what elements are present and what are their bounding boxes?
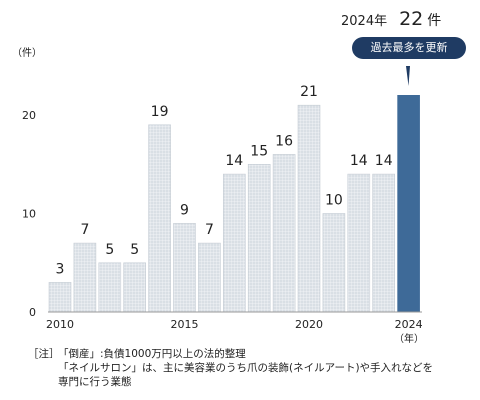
y-tick-20: 20 xyxy=(22,109,36,122)
value-label-2021: 10 xyxy=(325,193,343,209)
bar-2022 xyxy=(347,173,371,313)
note-line-1: 「倒産」:負債1000万円以上の法的整理 xyxy=(58,348,246,360)
bar-2011 xyxy=(73,242,97,313)
badge-pointer xyxy=(406,66,410,86)
value-label-2015: 9 xyxy=(180,202,189,218)
bar-2014 xyxy=(148,124,171,313)
bar-2019 xyxy=(272,154,296,313)
value-label-2019: 16 xyxy=(275,133,293,149)
highlight-value: 22 xyxy=(399,8,424,30)
y-tick-10: 10 xyxy=(22,208,36,221)
bar-2020 xyxy=(297,104,321,313)
bar-2016 xyxy=(198,242,221,313)
highlight-year: 2024年 xyxy=(341,14,388,29)
value-label-2020: 21 xyxy=(300,84,318,100)
y-axis-ticks: 0 10 20 xyxy=(22,109,36,319)
value-label-2018: 15 xyxy=(250,143,268,159)
bar-2010 xyxy=(48,282,72,313)
bar-2021 xyxy=(322,213,346,313)
x-tick-2015: 2015 xyxy=(171,318,199,331)
y-tick-0: 0 xyxy=(29,306,36,319)
bar-2023 xyxy=(372,173,396,313)
bar-2012 xyxy=(98,262,122,313)
bar-2018 xyxy=(247,164,271,313)
highlight-unit: 件 xyxy=(427,13,442,29)
value-label-2017: 14 xyxy=(225,153,243,169)
note-line-2: 「ネイルサロン」は、主に美容業のうち爪の装飾(ネイルアート)や手入れなどを xyxy=(58,362,434,374)
x-tick-2020: 2020 xyxy=(295,318,323,331)
y-axis-label: （件） xyxy=(12,47,42,59)
bars xyxy=(48,95,420,313)
value-label-2010: 3 xyxy=(56,261,65,277)
bar-2024 xyxy=(397,95,420,313)
bar-2015 xyxy=(173,223,196,313)
note-prefix: ［注］ xyxy=(28,348,60,360)
value-label-2023: 14 xyxy=(375,153,393,169)
value-label-2011: 7 xyxy=(80,222,89,238)
bar-2013 xyxy=(123,262,146,313)
value-label-2014: 19 xyxy=(151,104,169,120)
value-label-2012: 5 xyxy=(105,242,114,258)
x-tick-2024: 2024 xyxy=(395,318,423,331)
bar-2017 xyxy=(223,173,246,313)
highlight-label: 2024年 22 件 xyxy=(341,8,441,30)
x-axis-ticks: 2010 2015 2020 2024 xyxy=(46,318,423,331)
x-axis-unit: （年） xyxy=(394,332,424,345)
note-line-3: 専門に行う業態 xyxy=(58,376,132,388)
record-high-badge: 過去最多を更新 xyxy=(352,37,466,59)
value-label-2022: 14 xyxy=(350,153,368,169)
x-tick-2010: 2010 xyxy=(46,318,74,331)
value-label-2016: 7 xyxy=(205,222,214,238)
value-label-2013: 5 xyxy=(130,242,139,258)
